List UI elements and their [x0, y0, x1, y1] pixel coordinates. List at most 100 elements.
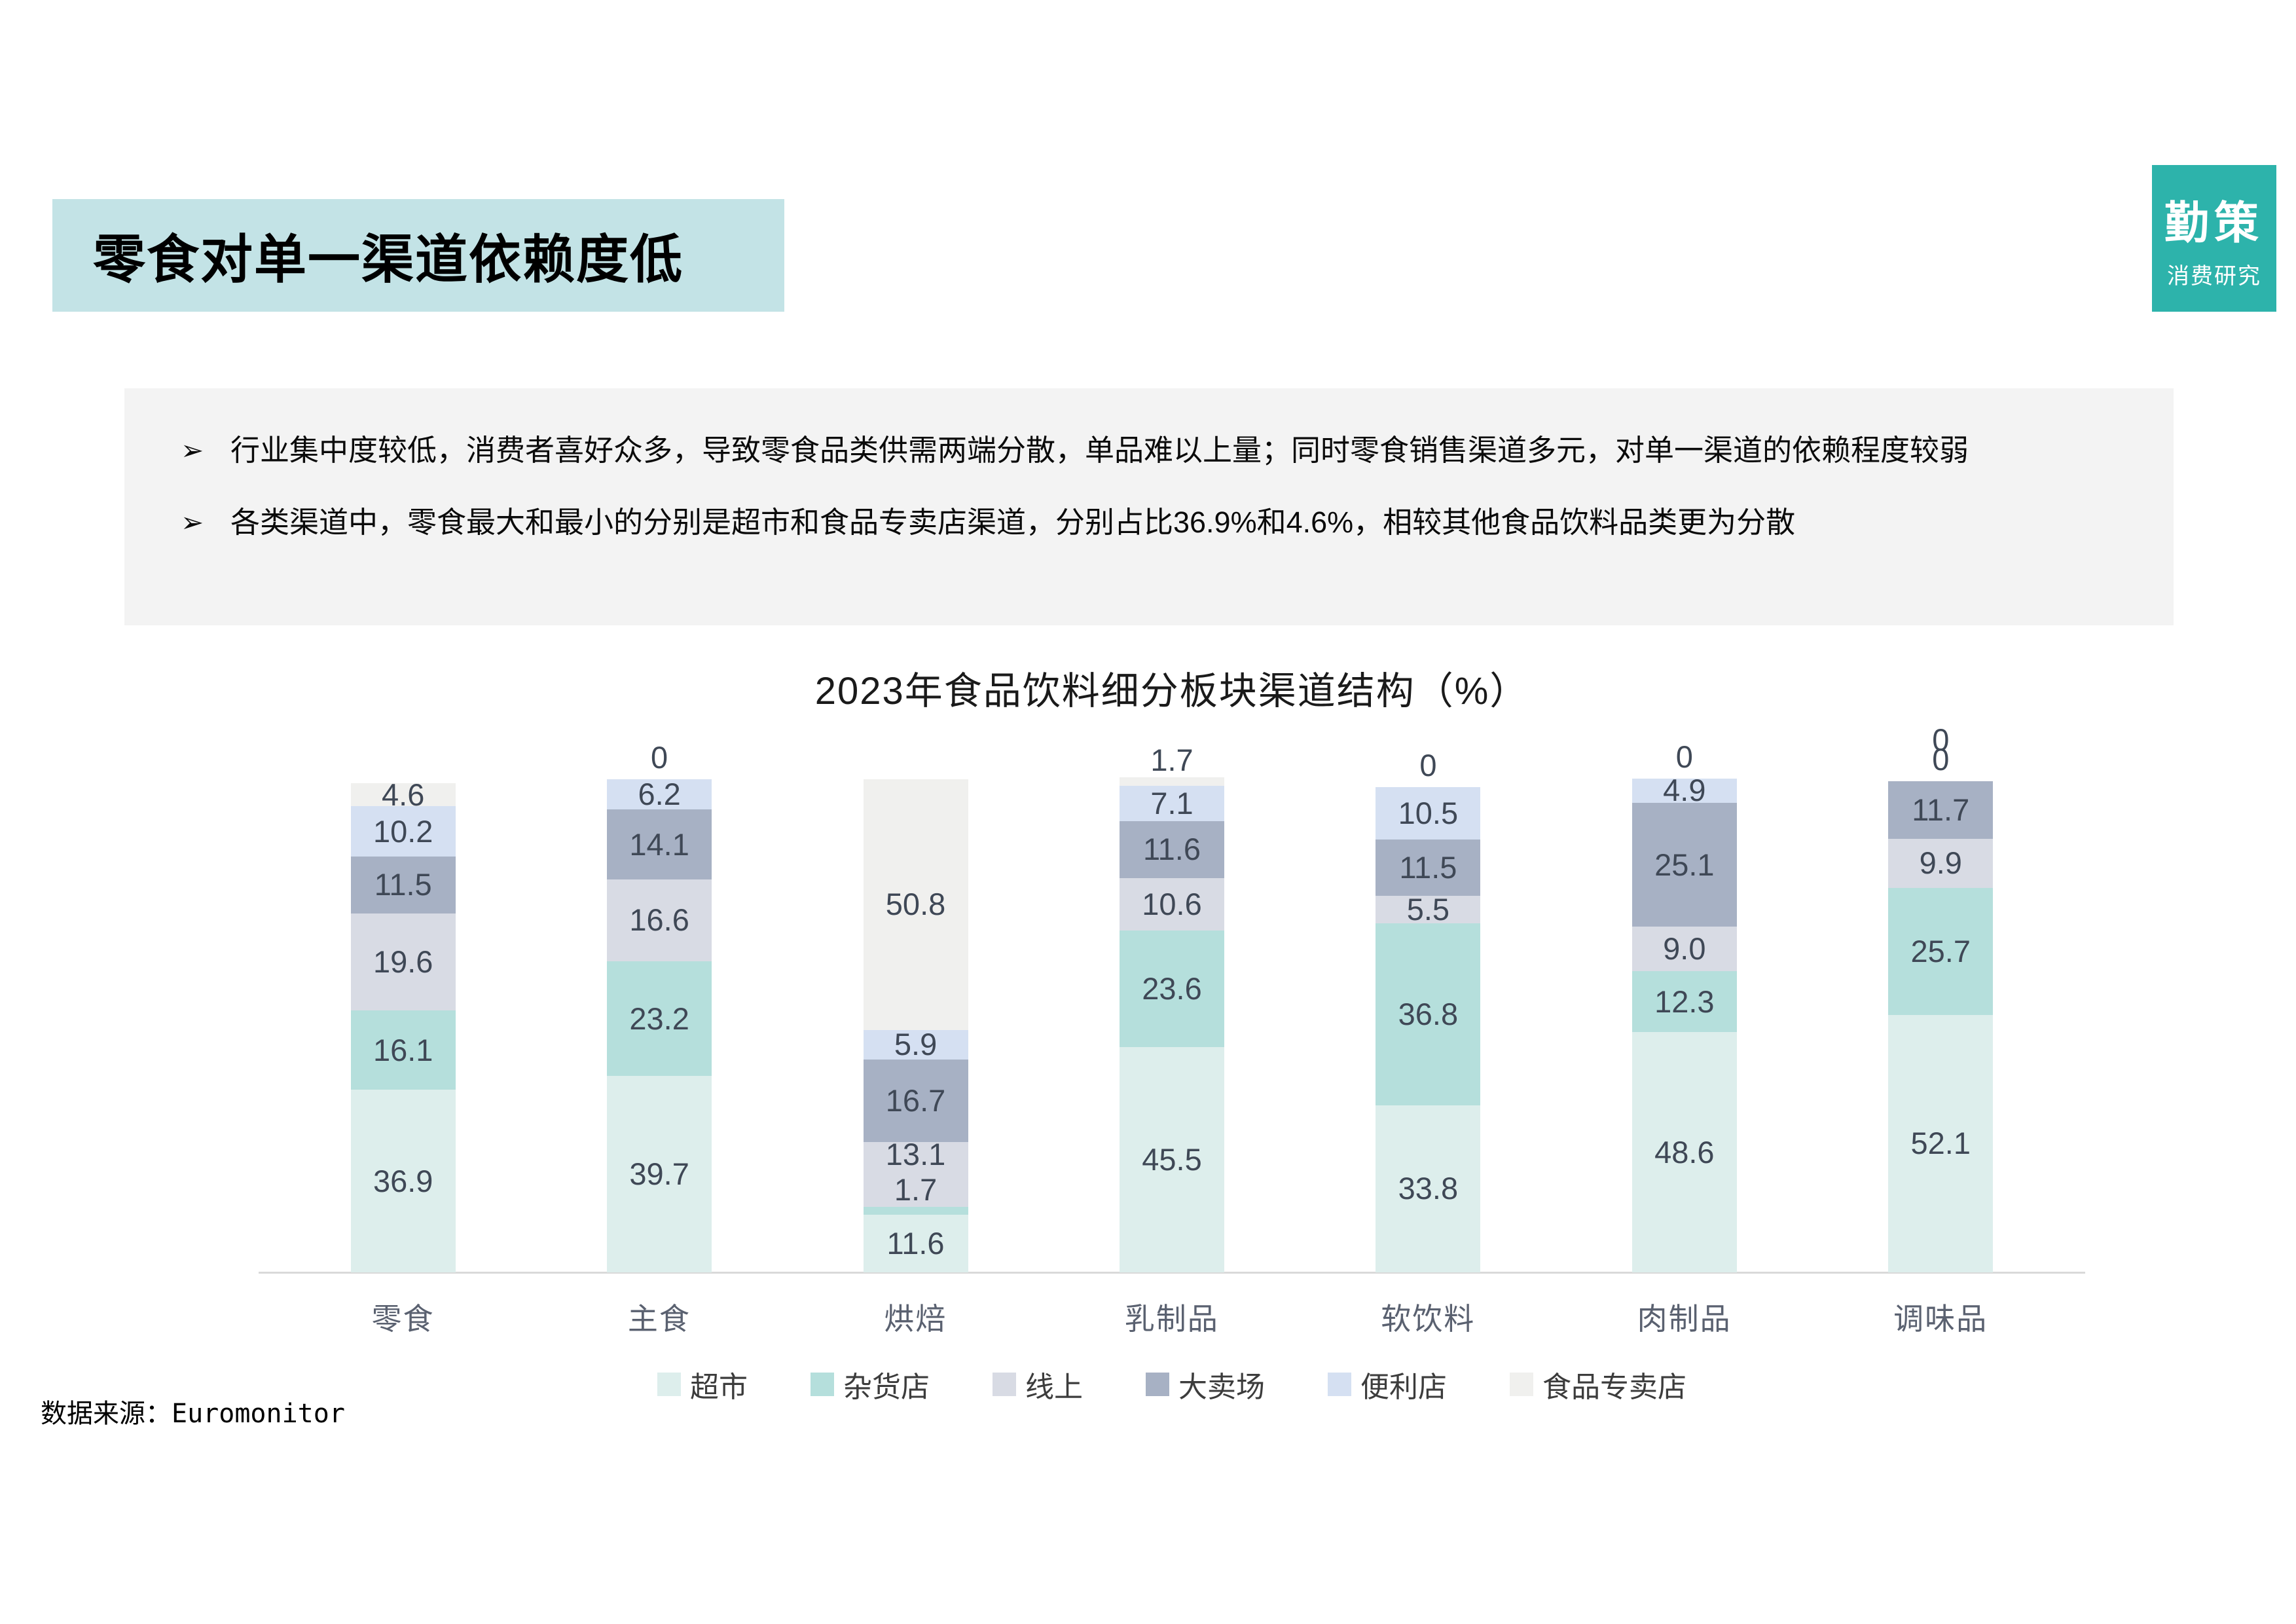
bar-value-label: 50.8 — [885, 887, 946, 922]
legend-label: 食品专卖店 — [1542, 1371, 1686, 1403]
bar-value-label: 0 — [1419, 748, 1437, 783]
bar-value-label: 0 — [651, 739, 668, 775]
bar-value-label: 23.6 — [1142, 971, 1202, 1006]
bar-value-label: 5.9 — [894, 1027, 938, 1062]
bar-column: 52.1 25.7 9.9 11.7 0 0 — [1813, 722, 2069, 1272]
bar-value-label: 11.7 — [1912, 792, 1970, 827]
legend-item-便利店: 便利店 — [1328, 1363, 1447, 1405]
bar-value-label: 39.7 — [629, 1156, 689, 1192]
bar-segment-食品专卖店 — [863, 779, 968, 1031]
chart-title: 2023年食品饮料细分板块渠道结构（%） — [814, 670, 1529, 712]
bar-value-label: 10.5 — [1398, 795, 1459, 830]
bar-segment-杂货店 — [863, 1206, 968, 1215]
bar-value-label: 4.6 — [382, 777, 425, 812]
category-label-零食: 零食 — [371, 1302, 435, 1336]
brand-logo: 勤策 消费研究 — [2152, 165, 2276, 312]
legend-label: 超市 — [690, 1371, 748, 1403]
legend-swatch-icon — [1146, 1373, 1169, 1396]
bar-value-label: 0 — [1675, 739, 1693, 774]
bar-segment-大卖场 — [863, 1059, 968, 1142]
bar-value-label: 10.6 — [1142, 887, 1202, 922]
legend-label: 杂货店 — [843, 1371, 930, 1403]
bar-segment-大卖场 — [1376, 839, 1481, 896]
bar-segment-超市 — [1376, 1105, 1481, 1272]
bar-segment-杂货店 — [350, 1010, 456, 1090]
legend-label: 便利店 — [1360, 1371, 1447, 1403]
bar-value-label: 11.5 — [374, 867, 432, 902]
bar-value-label: 1.7 — [894, 1172, 938, 1207]
bar-value-label: 5.5 — [1406, 892, 1450, 927]
bar-segment-超市 — [1888, 1014, 1994, 1272]
bar-segment-大卖场 — [1631, 802, 1737, 927]
bar-value-label: 36.9 — [373, 1163, 433, 1198]
legend: 超市 杂货店 线上 大卖场 便利店 食品专卖店 — [275, 1363, 2069, 1405]
category-label-调味品: 调味品 — [1893, 1302, 1988, 1336]
bar-value-label: 48.6 — [1654, 1134, 1715, 1170]
bar-value-label: 9.9 — [1919, 845, 1962, 881]
bar-value-label: 16.6 — [629, 902, 689, 938]
bar-column: 36.9 16.1 19.6 11.5 10.2 4.6 — [275, 776, 531, 1272]
bar-column: 39.7 23.2 16.6 14.1 6.2 0 — [531, 740, 787, 1272]
legend-item-超市: 超市 — [657, 1363, 748, 1405]
bar-value-label: 13.1 — [885, 1136, 946, 1172]
bullet-text: 行业集中度较低，消费者喜好众多，导致零食品类供需两端分散，单品难以上量；同时零食… — [230, 434, 1969, 467]
bar-value-label: 0 — [1932, 722, 1950, 757]
legend-swatch-icon — [1328, 1373, 1351, 1396]
legend-label: 大卖场 — [1178, 1371, 1265, 1403]
bullet-text: 各类渠道中，零食最大和最小的分别是超市和食品专卖店渠道，分别占比36.9%和4.… — [230, 506, 1796, 539]
brand-logo-name: 勤策 — [2164, 198, 2264, 248]
bar-value-label: 10.2 — [373, 813, 433, 849]
bar-value-label: 9.0 — [1663, 931, 1706, 967]
legend-swatch-icon — [811, 1373, 834, 1396]
bar-value-label: 11.6 — [1142, 832, 1201, 867]
bar-value-label: 25.7 — [1910, 933, 1971, 969]
bar-value-label: 11.6 — [886, 1226, 945, 1261]
legend-swatch-icon — [657, 1373, 681, 1396]
bar-segment-杂货店 — [607, 961, 712, 1077]
bar-segment-大卖场 — [607, 809, 712, 879]
category-label-软饮料: 软饮料 — [1381, 1302, 1476, 1336]
page-title: 零食对单一渠道依赖度低 — [93, 231, 683, 289]
bar-segment-便利店 — [1119, 786, 1224, 821]
legend-item-杂货店: 杂货店 — [811, 1363, 930, 1405]
bar-value-label: 25.1 — [1654, 847, 1715, 882]
bar-column: 45.5 23.6 10.6 11.6 7.1 1.7 — [1044, 743, 1300, 1272]
bullet-item: ➢ 各类渠道中，零食最大和最小的分别是超市和食品专卖店渠道，分别占比36.9%和… — [181, 487, 2134, 559]
bar-column: 11.6 1.7 13.1 16.7 5.9 50.8 — [788, 776, 1044, 1272]
bar-segment-便利店 — [607, 779, 712, 810]
bar-segment-大卖场 — [1888, 781, 1994, 839]
legend-item-大卖场: 大卖场 — [1146, 1363, 1265, 1405]
bar-segment-食品专卖店 — [1119, 777, 1224, 786]
plot-area: 36.9 16.1 19.6 11.5 10.2 4.6 39.7 23.2 16.6 14.1 6… — [259, 722, 2085, 1274]
bar-column: 48.6 12.3 9.0 25.1 4.9 0 — [1556, 739, 1812, 1272]
bar-segment-大卖场 — [350, 857, 456, 913]
bar-segment-便利店 — [863, 1030, 968, 1060]
legend-item-线上: 线上 — [993, 1363, 1083, 1405]
bar-value-label: 12.3 — [1654, 984, 1715, 1019]
bar-segment-线上 — [1631, 927, 1737, 972]
bar-segment-便利店 — [1631, 778, 1737, 803]
bar-value-label: 33.8 — [1398, 1171, 1459, 1206]
bar-column: 33.8 36.8 5.5 11.5 10.5 0 — [1300, 748, 1556, 1272]
category-label-主食: 主食 — [627, 1302, 691, 1336]
bar-value-label: 7.1 — [1150, 785, 1194, 821]
bar-value-label: 16.7 — [885, 1082, 946, 1118]
category-label-肉制品: 肉制品 — [1637, 1302, 1732, 1336]
bar-value-label: 16.1 — [373, 1032, 433, 1067]
bar-value-label: 6.2 — [638, 776, 681, 811]
bar-value-label: 36.8 — [1398, 996, 1459, 1031]
bar-segment-线上 — [1119, 878, 1224, 931]
bar-segment-线上 — [1888, 838, 1994, 888]
legend-swatch-icon — [993, 1373, 1016, 1396]
bar-segment-便利店 — [350, 806, 456, 857]
category-label-乳制品: 乳制品 — [1124, 1302, 1219, 1336]
bar-segment-超市 — [1631, 1032, 1737, 1272]
bar-value-label: 14.1 — [629, 826, 689, 862]
x-axis-line — [259, 1272, 2085, 1274]
bar-segment-线上 — [350, 913, 456, 1010]
data-source-note: 数据来源：Euromonitor — [41, 1399, 345, 1429]
title-bar: 零食对单一渠道依赖度低 — [52, 199, 784, 312]
bar-segment-超市 — [607, 1076, 712, 1272]
bar-segment-超市 — [863, 1215, 968, 1272]
